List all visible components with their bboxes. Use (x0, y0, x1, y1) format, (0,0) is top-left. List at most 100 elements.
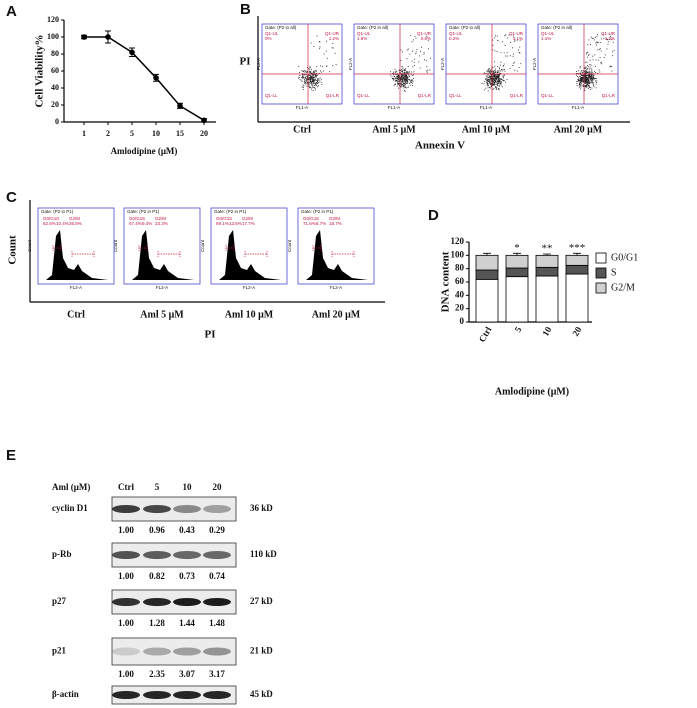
dot (315, 79, 317, 81)
dot (304, 74, 306, 76)
axis-name: FL2-A (256, 58, 261, 70)
dot (586, 61, 588, 63)
dot (582, 74, 584, 76)
dot (495, 71, 497, 73)
dot (577, 79, 579, 80)
protein-label: p27 (52, 596, 67, 606)
dot (499, 74, 500, 76)
dot (610, 65, 612, 67)
dot (488, 79, 490, 81)
protein-label: p21 (52, 646, 67, 656)
condition-label: Aml 5 μM (372, 124, 416, 135)
dot (591, 78, 593, 80)
dot (298, 65, 300, 67)
dot (401, 81, 403, 83)
dot (405, 77, 407, 79)
y-tick-label: 20 (455, 303, 465, 313)
dot (587, 77, 589, 78)
dot (309, 74, 311, 76)
dot (401, 73, 403, 75)
dot (298, 77, 300, 78)
dot (401, 79, 403, 81)
dot (313, 70, 315, 72)
dot (413, 62, 415, 64)
dot (411, 60, 413, 62)
bar-segment (565, 264, 589, 275)
lane-label: 20 (213, 482, 223, 492)
dot (580, 86, 582, 88)
dot (494, 50, 496, 52)
quadrant-name: Q1-LL (357, 93, 370, 98)
gate-label: Gate: (P2 in all) (357, 25, 389, 30)
dot (586, 81, 588, 83)
dot (303, 76, 305, 78)
dot (604, 54, 606, 56)
dot (493, 78, 495, 80)
dot (306, 79, 308, 81)
dot (393, 72, 395, 74)
dot (589, 87, 591, 89)
dot (488, 68, 490, 70)
dot (595, 59, 597, 61)
dot (493, 84, 495, 86)
dot (580, 81, 582, 83)
dot (310, 42, 312, 44)
dot (409, 82, 411, 84)
dot (595, 80, 596, 82)
dot (321, 83, 323, 85)
dot (402, 79, 404, 81)
quadrant-pct: 0.8% (421, 36, 431, 41)
point (201, 117, 207, 124)
lane-label: 5 (155, 482, 160, 492)
dot (579, 81, 581, 83)
dot (603, 38, 605, 40)
gate-marker (225, 245, 268, 257)
dot (576, 74, 578, 76)
dot (596, 80, 598, 82)
dot (317, 86, 318, 88)
dot (316, 76, 317, 78)
dot (597, 42, 599, 44)
dot (314, 79, 316, 81)
histogram (46, 230, 108, 280)
dot (407, 71, 409, 73)
dot (599, 71, 601, 73)
dot (400, 83, 401, 85)
dot (504, 69, 506, 71)
dot (589, 83, 591, 84)
dot (306, 74, 308, 75)
dot (582, 81, 584, 83)
dot (499, 81, 501, 83)
dot (505, 55, 507, 57)
dot (492, 81, 494, 83)
dot (591, 37, 593, 39)
dot (304, 80, 305, 82)
dot (512, 47, 513, 49)
dot (596, 35, 598, 37)
y-tick-label: 0 (460, 316, 465, 326)
dot (508, 34, 510, 36)
dot (584, 71, 586, 73)
dot (403, 70, 405, 71)
dot (396, 74, 398, 76)
dot (319, 70, 321, 72)
dot (314, 72, 316, 74)
dot (585, 72, 587, 74)
dot (497, 74, 499, 76)
dot (502, 65, 504, 67)
dot (413, 78, 415, 79)
dot (313, 71, 314, 72)
dot (493, 76, 495, 78)
dot (590, 81, 592, 83)
y-tick-label: 40 (51, 83, 59, 92)
dot (312, 79, 314, 81)
x-tick-label: 2 (106, 129, 110, 138)
dot (404, 78, 406, 80)
dot (591, 71, 593, 73)
dot (583, 85, 585, 87)
band (173, 505, 201, 513)
dot (406, 83, 408, 84)
dot (406, 76, 408, 78)
dot (406, 71, 408, 73)
dot (512, 64, 514, 66)
